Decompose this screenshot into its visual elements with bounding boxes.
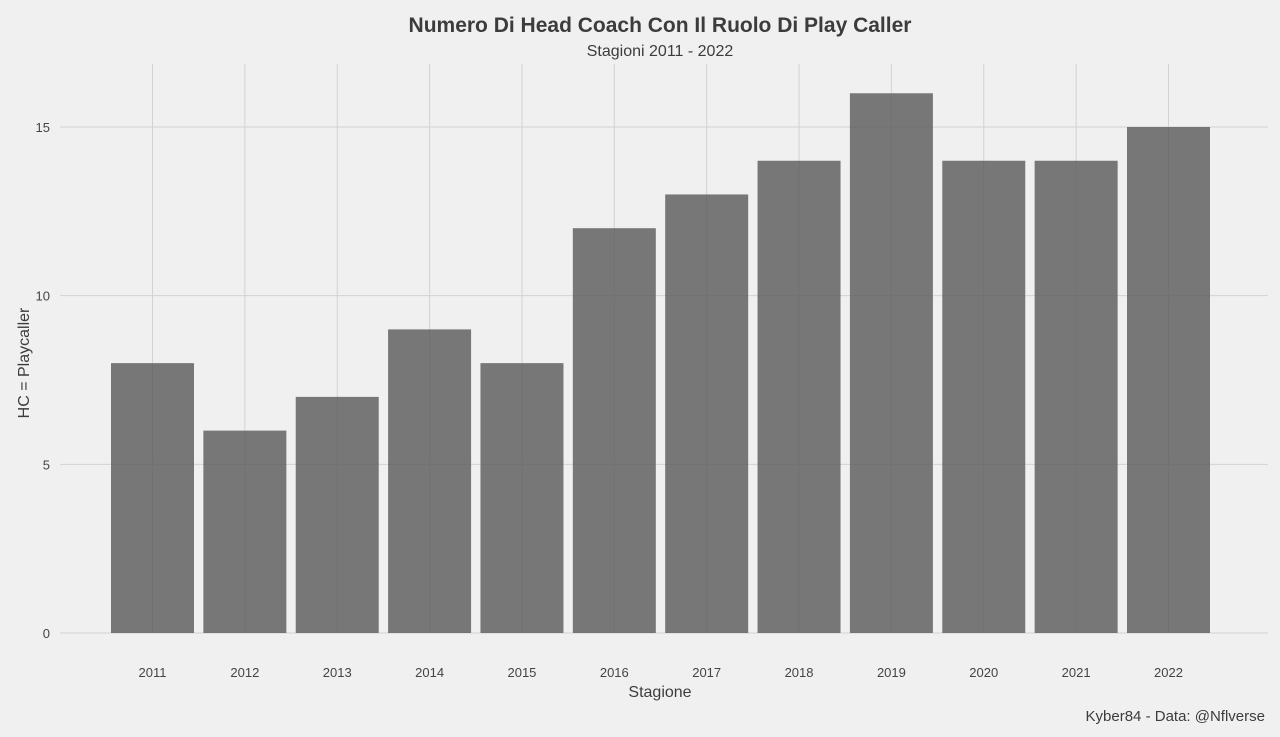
chart-subtitle: Stagioni 2011 - 2022	[587, 43, 734, 60]
bar-2012	[203, 430, 287, 633]
chart-caption: Kyber84 - Data: @Nflverse	[1086, 708, 1265, 725]
bar-2017	[665, 194, 749, 633]
y-axis-title: HC = Playcaller	[16, 307, 33, 418]
chart-title: Numero Di Head Coach Con Il Ruolo Di Pla…	[409, 14, 912, 37]
x-tick-label: 2017	[692, 665, 721, 680]
y-tick-label: 0	[43, 626, 50, 641]
y-tick-label: 15	[36, 120, 50, 135]
y-tick-label: 5	[43, 457, 50, 472]
bar-2022	[1127, 127, 1210, 633]
x-tick-label: 2021	[1062, 665, 1091, 680]
bars	[111, 93, 1210, 634]
bar-2018	[757, 160, 841, 633]
x-tick-label: 2015	[507, 665, 536, 680]
bar-2013	[295, 396, 379, 633]
bar-2019	[849, 93, 933, 634]
x-tick-label: 2020	[969, 665, 998, 680]
x-axis-title: Stagione	[628, 684, 691, 701]
bar-2015	[480, 363, 564, 633]
bar-2021	[1034, 160, 1118, 633]
x-tick-label: 2018	[785, 665, 814, 680]
x-tick-label: 2016	[600, 665, 629, 680]
bar-2014	[388, 329, 472, 633]
x-tick-label: 2013	[323, 665, 352, 680]
x-tick-label: 2019	[877, 665, 906, 680]
bar-2020	[942, 160, 1026, 633]
x-tick-label: 2012	[230, 665, 259, 680]
x-tick-label: 2014	[415, 665, 444, 680]
bar-2011	[111, 363, 194, 633]
bar-2016	[572, 228, 656, 633]
x-tick-label: 2011	[139, 665, 167, 680]
x-tick-label: 2022	[1154, 665, 1183, 680]
tick-labels: 0 5 10 15 2011 2012 2013 2014 2015 2016 2017 2018 20…	[36, 120, 1183, 680]
y-tick-label: 10	[36, 289, 50, 304]
